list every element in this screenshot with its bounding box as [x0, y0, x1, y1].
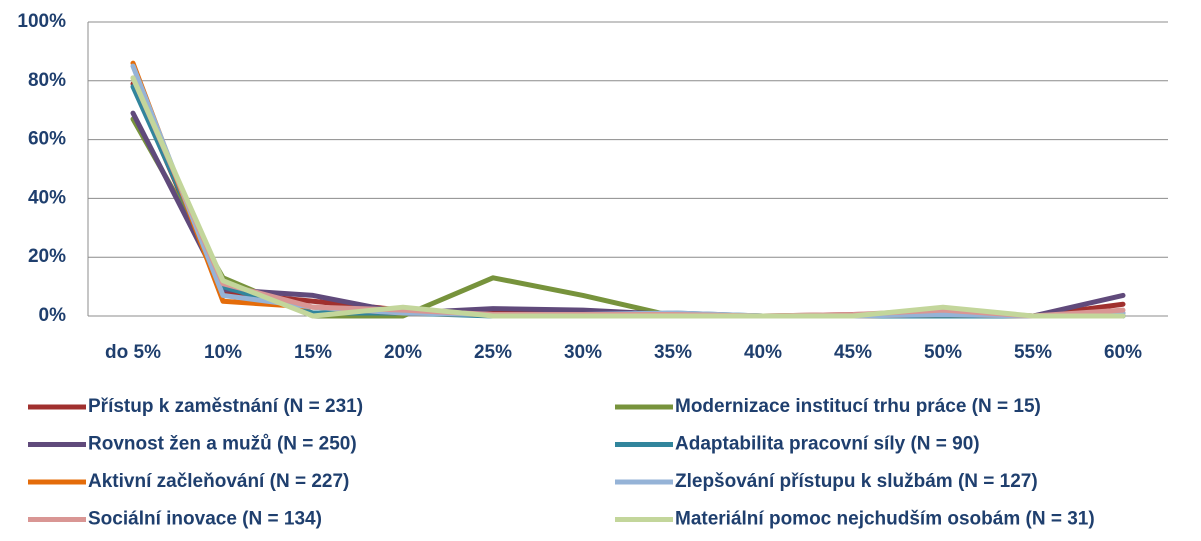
y-tick-label: 40%	[28, 187, 66, 208]
x-tick-label: 50%	[924, 342, 962, 363]
series-line	[130, 75, 1126, 319]
series-line	[130, 81, 1126, 319]
series-line	[130, 116, 1126, 319]
series-line	[130, 110, 1126, 319]
legend-label: Aktivní začleňování (N = 227)	[88, 471, 349, 492]
y-tick-label: 60%	[28, 129, 66, 150]
x-tick-label: 25%	[474, 342, 512, 363]
y-tick-label: 100%	[17, 11, 66, 32]
x-tick-label: do 5%	[105, 342, 161, 363]
x-tick-label: 40%	[744, 342, 782, 363]
y-tick-label: 20%	[28, 246, 66, 267]
x-tick-label: 15%	[294, 342, 332, 363]
y-tick-label: 80%	[28, 70, 66, 91]
legend-label: Rovnost žen a mužů (N = 250)	[88, 434, 357, 455]
x-tick-label: 30%	[564, 342, 602, 363]
series-line	[130, 60, 1126, 319]
legend-label: Zlepšování přístupu k službám (N = 127)	[675, 471, 1038, 492]
legend-label: Adaptabilita pracovní síly (N = 90)	[675, 434, 980, 455]
x-tick-label: 10%	[204, 342, 242, 363]
series-line	[130, 63, 1126, 319]
x-tick-label: 60%	[1104, 342, 1142, 363]
legend-label: Sociální inovace (N = 134)	[88, 509, 322, 530]
y-tick-label: 0%	[39, 305, 67, 326]
legend-label: Materiální pomoc nejchudším osobám (N = …	[675, 509, 1095, 530]
legend-label: Přístup k zaměstnání (N = 231)	[88, 396, 363, 417]
series-line	[130, 75, 1126, 319]
series-line	[130, 84, 1126, 319]
x-tick-label: 45%	[834, 342, 872, 363]
x-tick-label: 55%	[1014, 342, 1052, 363]
x-tick-label: 20%	[384, 342, 422, 363]
x-tick-label: 35%	[654, 342, 692, 363]
legend-label: Modernizace institucí trhu práce (N = 15…	[675, 396, 1041, 417]
